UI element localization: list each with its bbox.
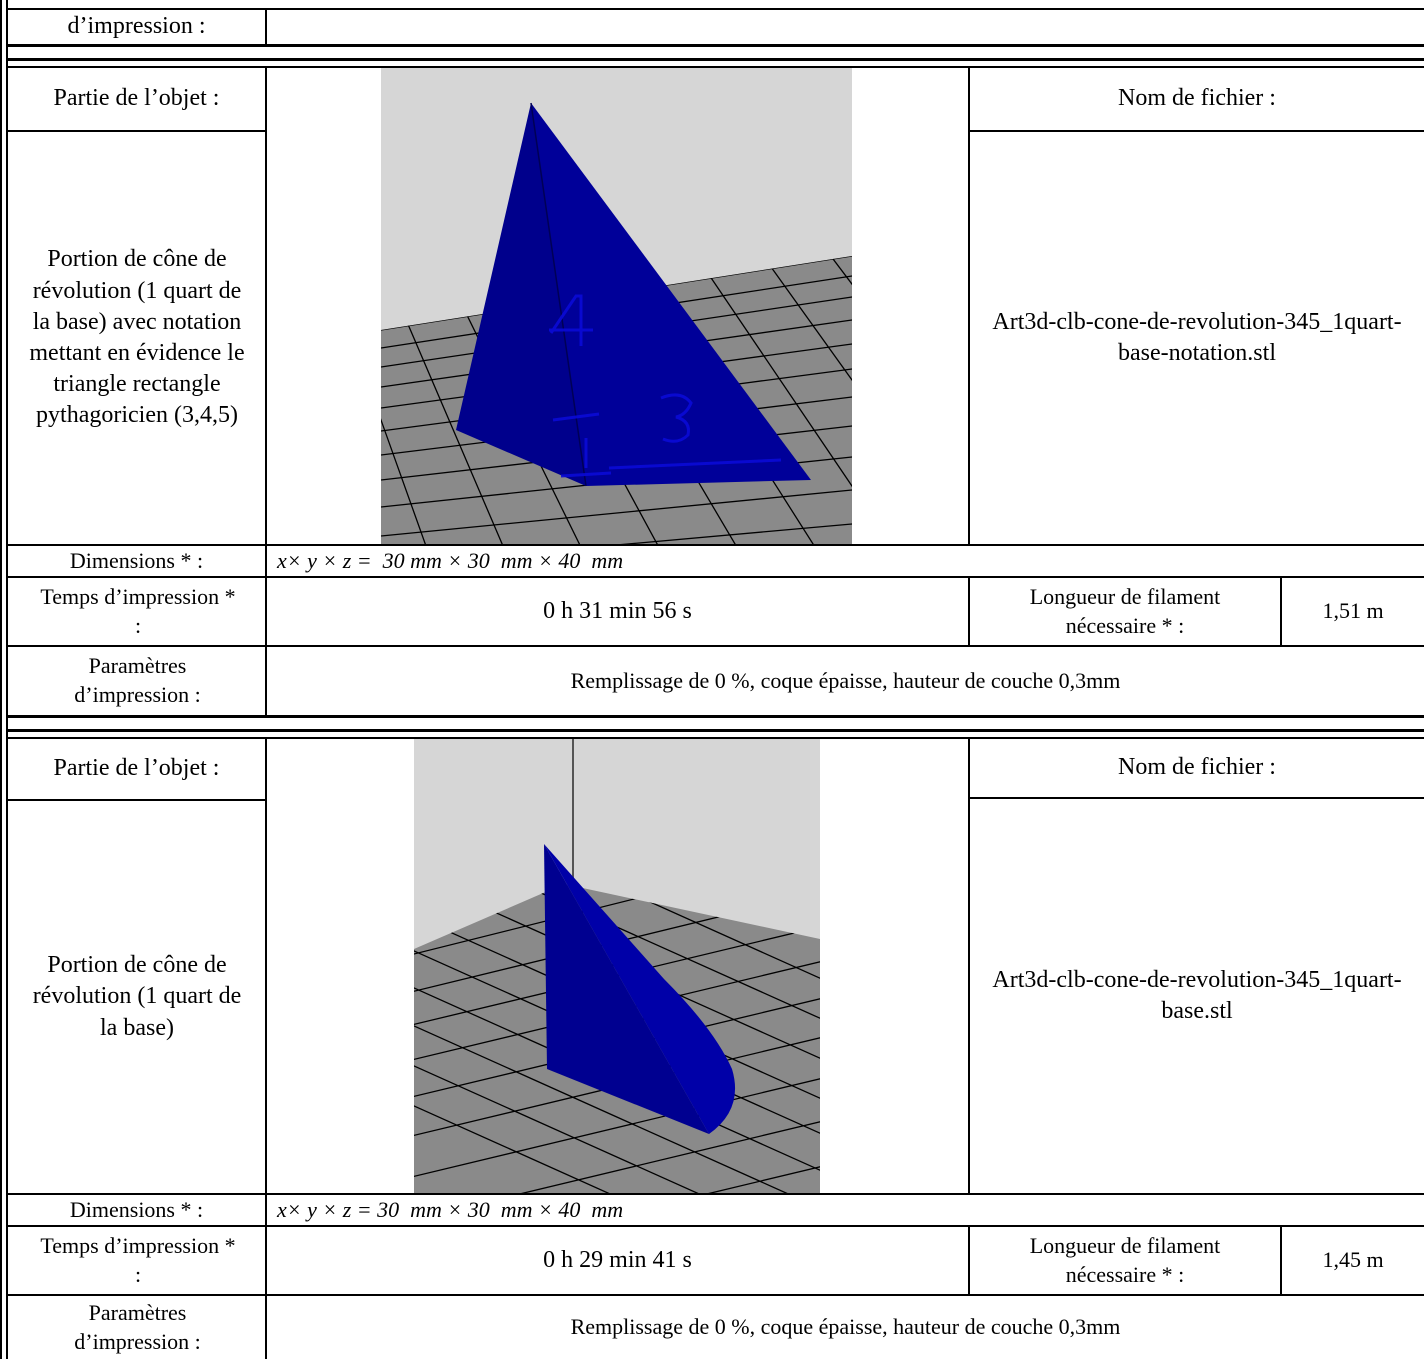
print-params-label-fragment: d’impression : — [67, 13, 206, 40]
filename-label: Nom de fichier : — [1118, 85, 1276, 112]
render-image-pyramid-notation — [381, 68, 852, 544]
render-image-cone-quarter — [414, 739, 820, 1193]
filename: Art3d-clb-cone-de-revolution-345_1quart-… — [992, 966, 1402, 1024]
dimensions-value: x× y × z = 30 mm × 30 mm × 40 mm — [277, 547, 624, 573]
print-params-label: Paramètres d’impression : — [74, 653, 201, 707]
part-description: Portion de cône de révolution (1 quart d… — [29, 246, 245, 429]
pyramid-front-face — [531, 103, 811, 486]
dimensions-label: Dimensions * : — [69, 1196, 204, 1222]
filename-label: Nom de fichier : — [1118, 754, 1276, 781]
cone-curved-face — [544, 844, 736, 1134]
pyramid-side-face — [456, 103, 586, 486]
part-label: Partie de l’objet : — [53, 85, 220, 112]
filament-length-label: Longueur de filament nécessaire * : — [1029, 1232, 1221, 1287]
filament-length-value: 1,51 m — [1322, 598, 1384, 624]
print-time-value: 0 h 29 min 41 s — [543, 1246, 692, 1273]
filename: Art3d-clb-cone-de-revolution-345_1quart-… — [992, 308, 1402, 366]
engraved-notation — [549, 294, 782, 478]
dimensions-label: Dimensions * : — [69, 547, 204, 573]
print-time-value: 0 h 31 min 56 s — [543, 597, 692, 624]
filament-length-label: Longueur de filament nécessaire * : — [1029, 583, 1221, 638]
print-time-label: Temps d’impression * : — [40, 1232, 236, 1287]
print-params-label: Paramètres d’impression : — [74, 1299, 201, 1354]
part-label: Partie de l’objet : — [53, 755, 220, 782]
dimensions-value: x× y × z = 30 mm × 30 mm × 40 mm — [277, 1196, 624, 1222]
part-description: Portion de cône de révolution (1 quart d… — [32, 952, 242, 1041]
print-time-label: Temps d’impression * : — [40, 583, 236, 638]
print-params-value: Remplissage de 0 %, coque épaisse, haute… — [570, 1314, 1121, 1340]
print-params-value: Remplissage de 0 %, coque épaisse, haute… — [570, 667, 1121, 693]
filament-length-value: 1,45 m — [1322, 1247, 1384, 1273]
